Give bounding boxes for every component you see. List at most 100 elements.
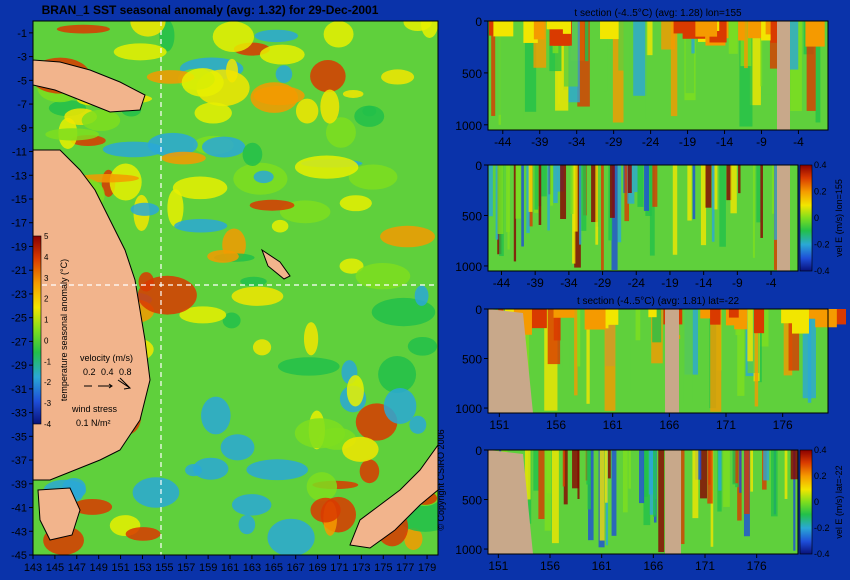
section-x-tick-label: 161 [592,559,612,573]
map-x-tick-label: 167 [287,562,305,574]
anomaly-patch [359,459,380,484]
map-x-tick-label: 151 [111,562,129,574]
anomaly-patch [167,189,184,227]
section-stripe [658,450,665,553]
section-stripe [757,309,762,383]
anomaly-patch [409,415,427,434]
section-stripe [521,165,524,247]
section-stripe [562,309,570,369]
colorbar-tick-label: 3 [44,274,49,283]
section-y-tick-label: 500 [462,494,482,508]
surface-patch [584,309,606,330]
section-stripe [637,165,644,207]
section-stripe [546,450,552,494]
tasmania-land [37,487,81,541]
anomaly-patch [130,21,166,37]
section-stripe [579,165,582,245]
section-x-tick-label: -29 [594,276,612,290]
section-y-tick-label: 500 [462,353,482,367]
section-x-tick-label: -29 [605,135,623,149]
surface-patch [738,21,745,41]
section-stripe [749,21,761,106]
section-x-tick-label: 151 [488,559,508,573]
section-stripe [538,450,545,520]
colorbar-tick-label: 5 [44,232,49,241]
anomaly-patch [231,494,272,516]
section-stripe [639,450,645,504]
surface-patch [546,21,566,30]
section-stripe [581,165,587,231]
map-x-tick-label: 153 [133,562,151,574]
colorbar-tick-label: 2 [44,295,49,304]
section-stripe [550,165,553,206]
section-y-tick-label: 0 [475,159,482,173]
velocity-colorbar-tick: 0 [814,497,819,507]
section-stripe [603,21,608,92]
map-y-tick-label: -31 [11,384,27,396]
velocity-legend-arrows [84,377,132,390]
anomaly-patch [240,276,267,287]
anomaly-patch [310,60,346,93]
anomaly-patch [253,86,305,106]
surface-patch [807,309,817,319]
section-x-tick-label: 176 [747,559,767,573]
map-y-tick-label: -17 [11,218,27,230]
anomaly-patch [378,356,417,394]
section-stripe [710,309,722,412]
section-stripe [591,165,598,223]
anomaly-patch [132,477,180,508]
colorbar-tick-label: -3 [44,399,52,408]
copyright-notice: © Copyright CSIRO 2006 [436,429,446,530]
anomaly-patch [207,250,239,263]
section-stripe [611,450,617,536]
section-stripe [733,450,739,484]
surface-patch [695,21,718,37]
colorbar-label: temperature seasonal anomaly (°C) [59,259,69,401]
section-stripe [728,21,738,54]
section-stripe [719,165,726,247]
velocity-legend-value: 0.8 [119,367,132,377]
section-y-tick-label: 0 [475,444,482,458]
section-x-tick-label: 151 [489,418,509,432]
colorbar-tick-label: 0 [44,336,49,345]
map-y-tick-label: -7 [17,99,27,111]
anomaly-patch [348,164,398,190]
section-y-tick-label: 0 [475,303,482,317]
surface-patch [533,21,545,40]
wind-stress-label: wind stress [71,404,118,414]
map-x-tick-label: 179 [418,562,436,574]
section-stripe [750,450,754,492]
section-stripe [806,21,816,111]
anomaly-patch [294,418,346,449]
section-stripe [718,450,722,491]
map-y-tick-label: -45 [11,550,27,562]
surface-patch [493,21,514,37]
section-x-tick-label: 171 [695,559,715,573]
surface-patch [753,309,765,334]
velocity-colorbar-tick: 0.2 [814,471,827,481]
anomaly-patch [242,142,263,166]
anomaly-patch [72,498,113,515]
section-stripe [604,450,608,503]
section-stripe [599,450,605,541]
section-stripe [540,165,547,197]
anomaly-patch [277,357,340,376]
map-x-tick-label: 165 [265,562,283,574]
section-x-tick-label: 166 [643,559,663,573]
section-stripe [551,450,559,544]
section-panel-2: 0 500 1000 -44 -39 -34 -29 -24 -19 -14 -9 -4 0.4 0.2 0… [455,159,844,290]
section-stripe [683,309,693,403]
anomaly-patch [125,527,161,541]
anomaly-patch [161,151,206,165]
section-stripe [572,450,579,489]
section-x-tick-label: -44 [493,276,511,290]
section-stripe [577,450,580,499]
section-x-tick-label: -34 [568,135,586,149]
map-y-tick-label: -21 [11,265,27,277]
map-y-tick-label: -39 [11,479,27,491]
section-stripe [577,309,581,367]
section-y-tick-label: 1000 [455,260,482,274]
map-y-tick-label: -37 [11,455,27,467]
anomaly-patch [253,170,274,184]
anomaly-patch [381,69,415,85]
